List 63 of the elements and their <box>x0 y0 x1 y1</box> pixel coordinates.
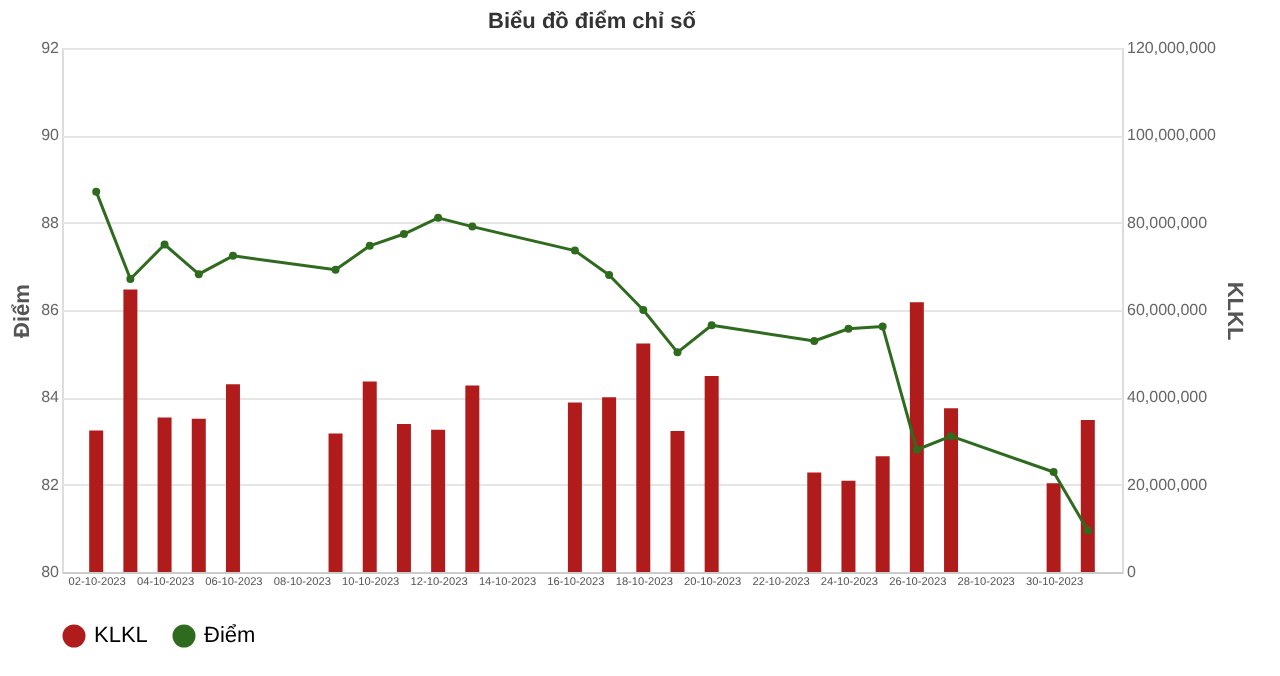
point <box>810 337 819 345</box>
legend-label: Điểm <box>204 624 256 648</box>
y2-tick-label: 0 <box>1127 563 1137 581</box>
y-tick-label: 90 <box>41 126 61 145</box>
bar <box>431 429 446 572</box>
bar <box>636 343 651 572</box>
bar <box>89 430 104 572</box>
bar <box>157 417 172 572</box>
bar <box>567 402 582 572</box>
y-tick-label: 80 <box>41 563 61 581</box>
bar <box>704 375 719 572</box>
point <box>844 324 853 333</box>
bar <box>465 385 480 572</box>
point <box>331 265 340 274</box>
bar <box>191 418 206 572</box>
y2-tick-label: 40,000,000 <box>1127 388 1209 407</box>
bar <box>1080 420 1095 572</box>
point <box>228 251 237 260</box>
point <box>399 230 408 239</box>
y-tick-label: 92 <box>41 39 61 57</box>
y2-tick-label: 120,000,000 <box>1127 39 1218 57</box>
y2-axis-title: KLKL <box>1221 281 1246 341</box>
bar <box>670 430 685 572</box>
y2-tick-label: 100,000,000 <box>1127 126 1218 145</box>
point <box>707 321 716 330</box>
y-tick-label: 84 <box>41 388 61 407</box>
point <box>126 275 135 283</box>
bar <box>396 423 411 572</box>
bar <box>362 381 377 572</box>
bar <box>909 302 924 572</box>
y-tick-label: 82 <box>41 475 61 494</box>
point <box>365 241 374 250</box>
point <box>878 322 887 331</box>
y2-tick-label: 80,000,000 <box>1127 213 1209 232</box>
bar <box>602 397 617 572</box>
point <box>468 222 477 231</box>
point <box>912 445 921 454</box>
bar <box>875 456 890 572</box>
point <box>639 306 648 314</box>
point <box>605 271 614 280</box>
bar <box>1046 483 1061 572</box>
bar <box>841 480 856 572</box>
bar <box>225 384 240 572</box>
point <box>947 432 956 441</box>
bar <box>944 408 959 572</box>
y2-tick-label: 20,000,000 <box>1127 475 1209 494</box>
chart-title: Biểu đồ điểm chỉ số <box>488 10 697 34</box>
point <box>160 240 169 249</box>
point <box>194 270 203 279</box>
bar <box>328 433 343 572</box>
bar <box>807 472 822 572</box>
point <box>1049 468 1058 476</box>
legend-label: KLKL <box>94 624 148 648</box>
point <box>673 348 682 357</box>
bar <box>123 289 138 572</box>
point <box>570 246 579 255</box>
y2-tick-label: 60,000,000 <box>1127 301 1209 319</box>
point <box>434 213 443 222</box>
y-tick-label: 88 <box>41 213 61 232</box>
point <box>92 187 101 196</box>
y-axis-title: Điểm <box>11 283 36 338</box>
point <box>1083 526 1092 535</box>
y-tick-label: 86 <box>41 301 61 319</box>
